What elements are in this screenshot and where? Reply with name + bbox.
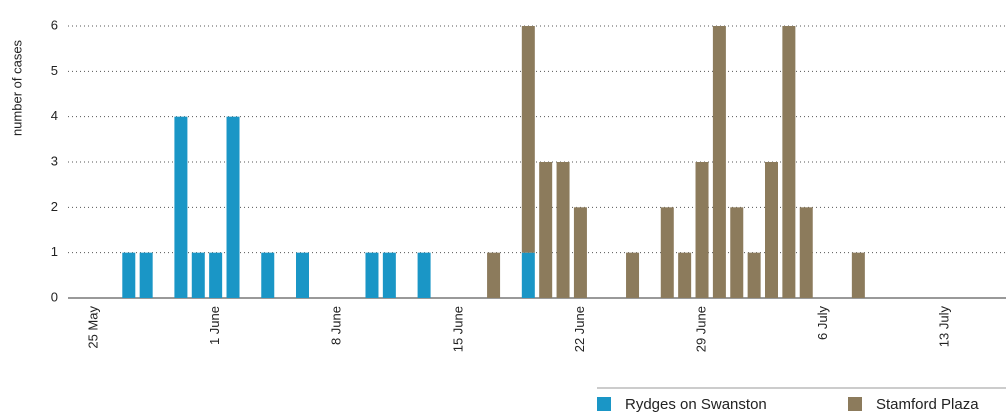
x-tick-label: 13 July [937,306,952,348]
bar [382,252,396,298]
legend-label: Stamford Plaza [876,396,979,412]
bar [226,116,240,299]
bar [191,252,205,298]
x-tick-label: 15 June [450,306,465,352]
y-tick-label: 5 [51,63,58,78]
x-tick-label: 22 June [572,306,587,352]
bar [417,252,431,298]
legend-swatch [848,397,862,411]
x-tick-label: 6 July [815,306,830,340]
bar [174,116,188,299]
bar [556,162,570,298]
bar [122,252,136,298]
legend-label: Rydges on Swanston [625,396,767,412]
bar [851,252,865,298]
y-tick-label: 3 [51,153,58,168]
x-tick-label: 1 June [207,306,222,345]
bar [573,207,587,298]
x-tick-label: 8 June [329,306,344,345]
bar [365,252,379,298]
y-tick-label: 2 [51,199,58,214]
bar [296,252,309,298]
legend-swatch [597,397,611,411]
bar [712,26,726,298]
bar [261,252,275,298]
bar [626,252,640,298]
x-tick-label: 25 May [85,306,100,349]
y-tick-label: 0 [51,289,58,304]
y-axis-label: number of cases [9,39,24,136]
bar [660,207,674,298]
bar [782,26,796,298]
bar [209,252,223,298]
bar [139,252,153,298]
bar [747,252,761,298]
y-tick-label: 6 [51,17,58,32]
bar [730,207,744,298]
bar [765,162,778,298]
bar [695,162,709,298]
y-tick-label: 4 [51,108,58,123]
bar [487,252,501,298]
bar [521,26,535,253]
bar [539,162,553,298]
bar [799,207,813,298]
x-tick-label: 29 June [693,306,708,352]
y-tick-label: 1 [51,244,58,259]
bar [521,252,535,298]
bar [678,252,692,298]
